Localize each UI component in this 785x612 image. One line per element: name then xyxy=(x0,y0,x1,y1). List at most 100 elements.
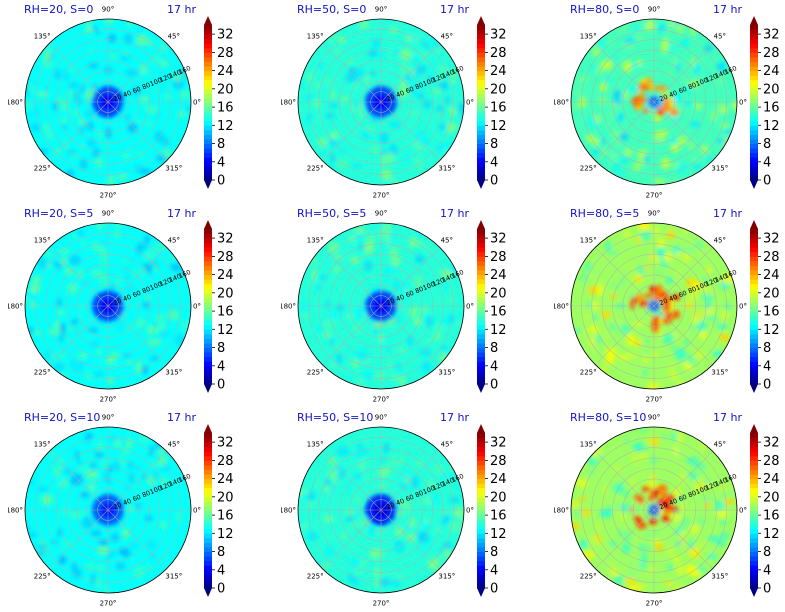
field-patch xyxy=(689,456,700,467)
angle-label: 225° xyxy=(34,368,51,376)
colorbar-tick-label: 32 xyxy=(763,28,780,43)
field-patch xyxy=(105,525,110,531)
field-patch xyxy=(54,350,66,361)
field-patch xyxy=(147,337,158,347)
colorbar-tick-label: 0 xyxy=(217,582,225,597)
colorbar-segment xyxy=(750,469,758,475)
field-patch xyxy=(144,447,151,453)
field-patch xyxy=(102,586,110,593)
field-patch xyxy=(161,476,167,486)
field-patch xyxy=(440,121,448,132)
angular-gridline xyxy=(107,247,167,307)
colorbar-segment xyxy=(750,274,758,280)
field-patch xyxy=(123,33,133,45)
field-patch xyxy=(644,346,649,355)
field-patch xyxy=(134,152,145,157)
angle-label: 270° xyxy=(646,600,663,608)
colorbar-segment xyxy=(204,306,212,312)
field-patch xyxy=(415,158,422,166)
colorbar-tick-label: 12 xyxy=(490,527,507,542)
radial-tick-label: 80 xyxy=(687,285,698,296)
colorbar-segment xyxy=(750,125,758,131)
field-patch xyxy=(446,296,456,303)
radial-tick-label: 40 xyxy=(668,497,679,508)
field-patch xyxy=(689,121,701,128)
field-patch xyxy=(43,49,51,61)
colorbar-segment xyxy=(750,524,758,530)
radial-tick-label: 40 xyxy=(668,293,679,304)
field-patch xyxy=(330,153,335,164)
field-patch xyxy=(328,242,339,254)
colorbar-segment xyxy=(477,551,485,557)
colorbar-segment xyxy=(204,528,212,534)
colorbar-extend-max xyxy=(750,220,758,229)
field-patch xyxy=(341,95,349,102)
field-patch xyxy=(628,478,637,484)
field-patch xyxy=(657,238,665,249)
colorbar-segment xyxy=(204,283,212,289)
field-patch xyxy=(697,515,707,527)
colorbar-tick-label: 28 xyxy=(490,46,507,61)
field-patch xyxy=(80,238,87,247)
field-patch xyxy=(665,276,674,285)
field-patch xyxy=(142,566,154,571)
angle-label: 180° xyxy=(281,507,296,515)
field-patch xyxy=(594,114,601,123)
field-patch xyxy=(408,111,420,117)
field-patch xyxy=(136,34,148,46)
field-patch xyxy=(140,260,145,267)
field-patch xyxy=(399,456,405,464)
colorbar-segment xyxy=(204,161,212,167)
colorbar-extend-min xyxy=(477,588,485,597)
field-patch xyxy=(637,150,645,160)
colorbar-segment xyxy=(204,120,212,126)
field-patch xyxy=(27,83,35,94)
colorbar-segment xyxy=(204,464,212,470)
field-patch xyxy=(152,483,163,493)
field-patch xyxy=(413,295,423,300)
colorbar-tick-label: 32 xyxy=(490,436,507,451)
colorbar-extend-min xyxy=(750,384,758,393)
field-patch xyxy=(113,223,123,229)
field-patch xyxy=(377,481,389,489)
field-patch xyxy=(383,276,390,284)
field-patch xyxy=(175,510,182,523)
field-patch xyxy=(701,275,710,286)
colorbar-tick-label: 20 xyxy=(763,286,780,301)
field-patch xyxy=(67,326,73,332)
field-patch xyxy=(334,467,346,479)
colorbar-segment xyxy=(477,129,485,135)
field-patch xyxy=(433,54,439,63)
colorbar-tick-label: 8 xyxy=(490,341,498,356)
field-patch xyxy=(603,331,609,340)
colorbar-segment xyxy=(750,265,758,271)
radial-tick-label: 20 xyxy=(112,93,123,104)
colorbar-segment xyxy=(204,288,212,294)
colorbar-segment xyxy=(477,61,485,67)
colorbar-segment xyxy=(750,379,758,385)
colorbar-segment xyxy=(750,574,758,580)
field-patch xyxy=(315,325,324,332)
field-patch xyxy=(647,381,658,389)
field-patch xyxy=(414,91,424,97)
colorbar-tick-label: 32 xyxy=(217,436,234,451)
warm-ring-patch xyxy=(645,76,653,86)
field-patch xyxy=(448,287,456,295)
field-patch xyxy=(449,521,458,531)
field-patch xyxy=(441,514,451,525)
colorbar-tick-label: 24 xyxy=(217,472,234,487)
field-patch xyxy=(670,142,680,153)
field-patch xyxy=(697,442,708,451)
colorbar-segment xyxy=(477,247,485,253)
field-patch xyxy=(135,362,142,375)
angle-label: 90° xyxy=(102,210,114,218)
field-patch xyxy=(160,521,167,530)
field-patch xyxy=(57,458,64,465)
colorbar-segment xyxy=(204,483,212,489)
field-patch xyxy=(436,261,444,270)
field-patch xyxy=(182,277,187,286)
colorbar-tick-label: 16 xyxy=(490,305,507,320)
colorbar-extend-max xyxy=(477,16,485,25)
field-patch xyxy=(676,539,682,548)
field-patch xyxy=(645,252,650,259)
